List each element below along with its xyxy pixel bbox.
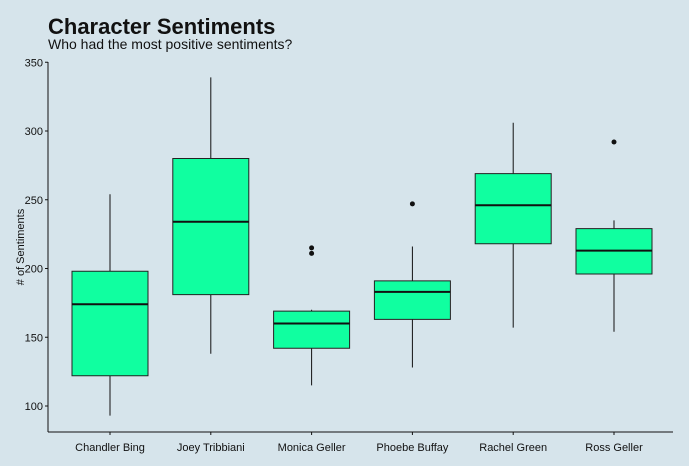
x-tick-label: Rachel Green bbox=[479, 442, 547, 454]
chart-title: Character Sentiments bbox=[48, 14, 276, 39]
y-tick-label: 350 bbox=[25, 57, 43, 69]
box-group bbox=[172, 77, 250, 354]
iqr-box bbox=[172, 158, 250, 296]
x-tick-label: Ross Geller bbox=[585, 442, 643, 454]
x-tick-label: Phoebe Buffay bbox=[376, 442, 448, 454]
x-tick-label: Monica Geller bbox=[278, 442, 346, 454]
box-group bbox=[474, 122, 552, 328]
box-group bbox=[71, 194, 149, 416]
box-group bbox=[373, 201, 451, 368]
iqr-box bbox=[71, 270, 149, 377]
x-tick-label: Joey Tribbiani bbox=[177, 442, 245, 454]
y-tick-label: 200 bbox=[25, 264, 43, 276]
iqr-box bbox=[474, 173, 552, 245]
iqr-box bbox=[273, 310, 351, 349]
y-tick-label: 100 bbox=[25, 401, 43, 413]
outlier-point bbox=[309, 245, 315, 251]
y-tick-label: 150 bbox=[25, 332, 43, 344]
y-tick-label: 300 bbox=[25, 126, 43, 138]
chart-subtitle: Who had the most positive sentiments? bbox=[48, 36, 293, 52]
box-group bbox=[273, 245, 351, 386]
outlier-point bbox=[309, 250, 315, 256]
box-group bbox=[575, 139, 653, 332]
chart-boxes bbox=[71, 77, 653, 416]
chart-axes: 100 150 200 250 300 350 Chandler Bing Joey Trib… bbox=[25, 57, 673, 454]
outlier-point bbox=[409, 201, 415, 207]
iqr-box bbox=[373, 280, 451, 320]
x-tick-label: Chandler Bing bbox=[75, 442, 145, 454]
y-axis-title: # of Sentiments bbox=[15, 208, 27, 285]
outlier-point bbox=[611, 139, 617, 145]
y-tick-label: 250 bbox=[25, 195, 43, 207]
